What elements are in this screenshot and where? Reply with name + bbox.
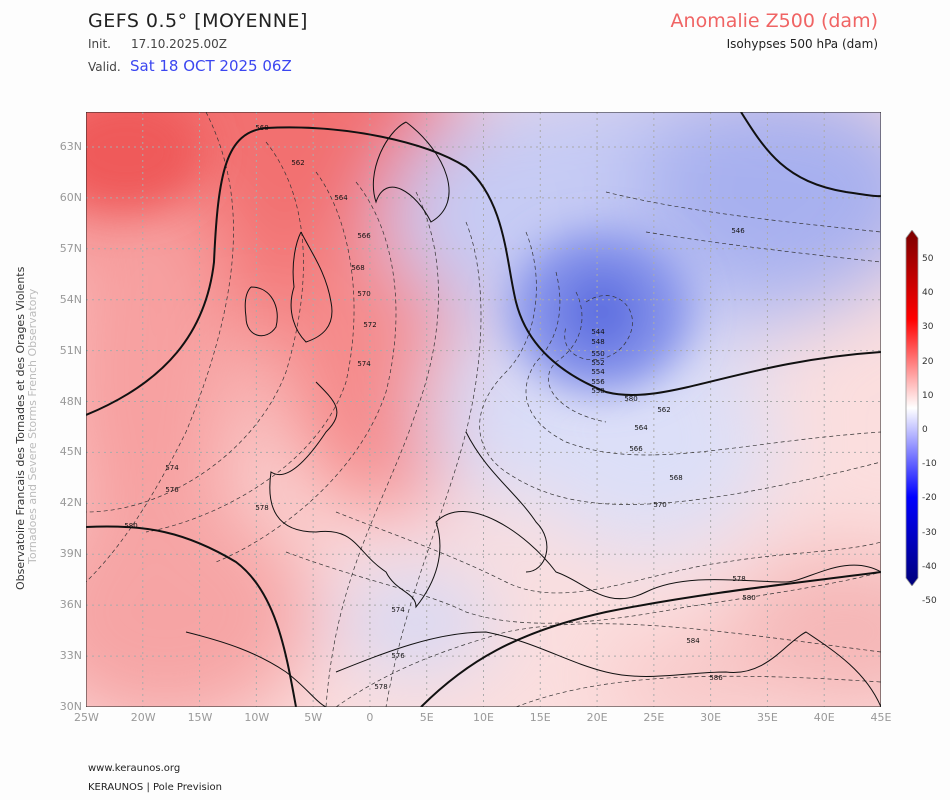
contour-label: 576 (391, 652, 405, 660)
contour-label: 564 (634, 424, 648, 432)
contour-labels: 560 562 564 566 568 570 572 574 574 576 578 580 546 5… (124, 124, 755, 691)
lon-tick: 10W (244, 711, 270, 724)
contour-label: 578 (374, 683, 387, 691)
contour-label: 568 (669, 474, 682, 482)
colorbar-tick: -40 (922, 561, 937, 572)
contour-label: 584 (686, 637, 700, 645)
lon-tick: 35E (756, 711, 778, 724)
colorbar-tick: -10 (922, 459, 937, 470)
contour-label: 576 (165, 486, 179, 494)
contour-label: 578 (255, 504, 268, 512)
lon-tick: 40E (813, 711, 835, 724)
colorbar-tick: -50 (922, 596, 937, 606)
contour-label: 558 (591, 387, 604, 395)
contour-label: 556 (591, 378, 605, 386)
contour-label: 562 (657, 406, 670, 414)
contour-label: 574 (391, 606, 405, 614)
contour-label: 570 (357, 290, 370, 298)
anomaly-map: 560 562 564 566 568 570 572 574 574 576 578 580 546 5… (86, 112, 881, 707)
observatory-name-en: Tornadoes and Severe Storms French Obser… (26, 288, 39, 564)
lon-tick: 25E (643, 711, 665, 724)
lon-tick: 5W (304, 711, 323, 724)
contour-label: 564 (334, 194, 348, 202)
lon-tick: 30E (700, 711, 722, 724)
lon-tick: 0 (366, 711, 374, 724)
observatory-credit: Observatoire Francais des Tornades et de… (14, 267, 39, 590)
colorbar-tick: -20 (922, 493, 937, 504)
field-subtitle: Isohypses 500 hPa (dam) (726, 37, 878, 51)
contour-label: 580 (124, 522, 137, 530)
lat-tick: 39N (59, 547, 82, 561)
organization-credit: KERAUNOS | Pole Prevision (88, 782, 222, 793)
anomaly-field: 560 562 564 566 568 570 572 574 574 576 578 580 546 5… (86, 112, 881, 707)
colorbar-tick: 20 (922, 356, 934, 367)
contour-label: 572 (363, 321, 376, 329)
coastlines (185, 121, 881, 707)
lat-tick: 57N (59, 241, 82, 255)
valid-time: Sat 18 OCT 2025 06Z (130, 57, 292, 75)
contour-label: 552 (591, 359, 604, 367)
contour-label: 566 (357, 232, 371, 240)
contour-label: 586 (709, 674, 723, 682)
colorbar-tick: 40 (922, 288, 934, 299)
lat-tick: 42N (59, 496, 82, 510)
isohypses-major (86, 112, 881, 707)
init-value: 17.10.2025.00Z (131, 37, 228, 51)
colorbar-tick: 10 (922, 390, 934, 401)
lon-tick: 15E (529, 711, 551, 724)
contour-label: 580 (742, 594, 755, 602)
colorbar-tick: -30 (922, 527, 937, 538)
field-title: Anomalie Z500 (dam) (670, 10, 878, 32)
colorbar-tick: 0 (922, 425, 928, 435)
isohypses-dashed (86, 112, 881, 707)
lon-tick: 25W (74, 711, 99, 724)
contour-label: 568 (351, 264, 364, 272)
lon-tick: 20W (130, 711, 156, 724)
graticule (86, 112, 881, 707)
model-title: GEFS 0.5° [MOYENNE] (88, 10, 308, 32)
lon-tick: 10E (473, 711, 494, 724)
contour-label: 574 (165, 464, 179, 472)
lon-tick: 20E (586, 711, 608, 724)
contour-label: 580 (624, 395, 637, 403)
website-link[interactable]: www.keraunos.org (88, 763, 181, 774)
contour-label: 554 (591, 368, 605, 376)
lat-tick: 36N (59, 598, 82, 612)
lat-tick: 45N (59, 445, 82, 459)
init-label: Init. (88, 37, 111, 51)
lat-tick: 51N (59, 343, 82, 357)
lat-tick: 30N (59, 700, 82, 713)
lat-tick: 63N (59, 139, 82, 153)
colorbar-tick: 50 (922, 254, 934, 264)
contour-label: 546 (731, 227, 745, 235)
contour-label: 570 (653, 501, 666, 509)
colorbar-tick: 30 (922, 322, 934, 333)
lat-tick: 33N (59, 649, 82, 663)
lon-tick: 5E (419, 711, 434, 724)
contour-label: 548 (591, 338, 604, 346)
contour-label: 562 (291, 159, 304, 167)
lat-tick: 60N (59, 190, 82, 204)
contour-label: 544 (591, 328, 605, 336)
contour-label: 560 (255, 124, 268, 132)
colorbar (905, 230, 919, 586)
lat-tick: 54N (59, 292, 82, 306)
contour-label: 574 (357, 360, 371, 368)
valid-label: Valid. (88, 60, 121, 74)
contour-label: 550 (591, 350, 604, 358)
contour-label: 566 (629, 445, 643, 453)
lat-tick: 48N (59, 394, 82, 408)
lon-tick: 15W (187, 711, 213, 724)
lon-tick: 45E (870, 711, 892, 724)
contour-label: 578 (732, 575, 745, 583)
